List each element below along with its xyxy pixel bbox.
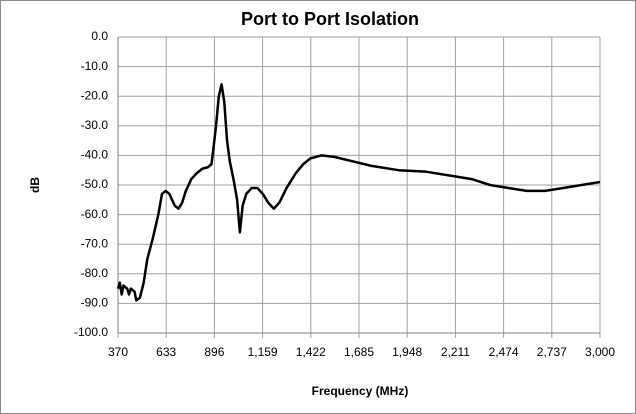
x-tick-label: 896 <box>204 345 224 359</box>
x-tick-label: 2,474 <box>489 345 519 359</box>
y-tick-label: -50.0 <box>81 177 109 191</box>
x-tick-label: 370 <box>108 345 128 359</box>
data-line <box>116 83 601 302</box>
y-axis-title: dB <box>28 177 42 193</box>
x-tick-label: 1,422 <box>296 345 326 359</box>
y-tick-label: -20.0 <box>81 88 109 102</box>
x-axis-title: Frequency (MHz) <box>312 384 409 398</box>
y-tick-label: -100.0 <box>74 325 108 339</box>
x-tick-label: 2,211 <box>441 345 470 359</box>
y-tick-label: -30.0 <box>81 118 109 132</box>
y-tick-label: -60.0 <box>81 207 109 221</box>
x-tick-label: 633 <box>156 345 176 359</box>
y-tick-label: -90.0 <box>81 296 109 310</box>
x-tick-label: 2,737 <box>537 345 567 359</box>
x-tick-label: 3,000 <box>585 345 615 359</box>
chart-title: Port to Port Isolation <box>241 9 419 29</box>
y-tick-label: -10.0 <box>81 59 109 73</box>
x-tick-label: 1,685 <box>344 345 374 359</box>
y-tick-label: -80.0 <box>81 266 109 280</box>
y-tick-label: -40.0 <box>81 148 109 162</box>
x-tick-label: 1,948 <box>392 345 422 359</box>
x-tick-label: 1,159 <box>248 345 278 359</box>
y-tick-label: -70.0 <box>81 236 109 250</box>
y-tick-label: 0.0 <box>91 29 108 43</box>
